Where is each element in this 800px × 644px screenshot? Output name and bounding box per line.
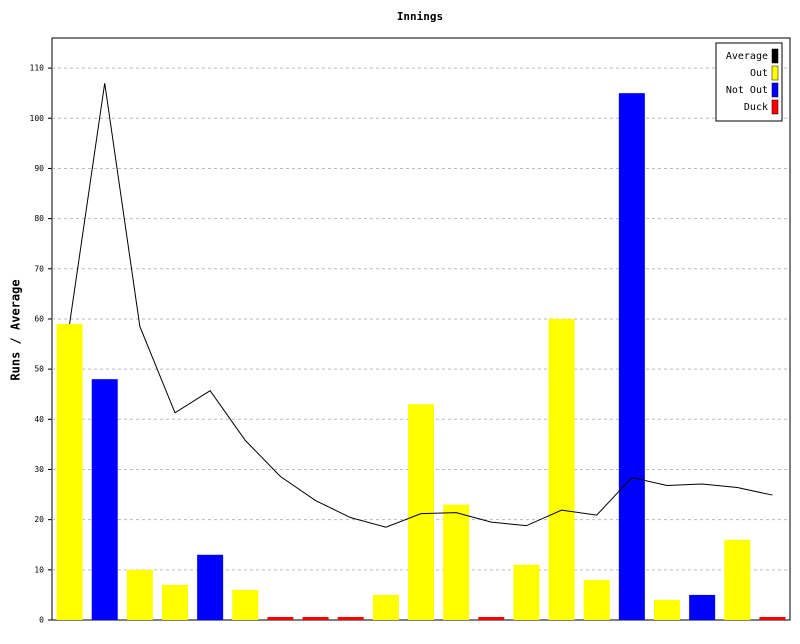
bar (91, 379, 118, 620)
bar (372, 594, 399, 620)
y-tick-label: 0 (39, 616, 44, 625)
y-tick-label: 110 (30, 64, 45, 73)
bar (337, 617, 364, 620)
y-tick-label: 60 (34, 314, 44, 323)
bar (724, 539, 751, 620)
bar (56, 323, 83, 620)
legend-swatch (771, 99, 779, 115)
bar (478, 617, 505, 620)
chart-title: Innings (397, 10, 443, 23)
y-tick-label: 100 (30, 114, 45, 123)
y-tick-label: 10 (34, 565, 44, 574)
legend-label: Out (750, 68, 768, 79)
bar (513, 564, 540, 620)
bar (302, 617, 329, 620)
y-tick-label: 40 (34, 415, 44, 424)
y-tick-label: 20 (34, 515, 44, 524)
y-axis-label: Runs / Average (9, 279, 23, 380)
legend-label: Not Out (726, 85, 768, 96)
bar (408, 404, 434, 620)
y-tick-label: 30 (34, 465, 44, 474)
legend-swatch (771, 82, 779, 98)
bar (618, 93, 645, 621)
bar (689, 594, 716, 620)
bar (654, 599, 680, 620)
bar (267, 617, 294, 620)
bar (162, 584, 188, 620)
legend-label: Average (726, 51, 768, 62)
legend-swatch (771, 65, 779, 81)
bar (759, 617, 786, 620)
bar (126, 569, 153, 620)
y-tick-label: 80 (34, 214, 44, 223)
bar (197, 554, 224, 620)
legend-swatch (771, 48, 779, 64)
bar (548, 318, 575, 620)
y-tick-label: 50 (34, 365, 44, 374)
bar (232, 589, 259, 620)
legend-label: Duck (744, 102, 768, 113)
y-tick-label: 70 (34, 264, 44, 273)
average-line (69, 83, 773, 528)
bar (443, 504, 470, 620)
bar (583, 579, 610, 620)
legend-box (715, 42, 783, 122)
y-tick-label: 90 (34, 164, 44, 173)
